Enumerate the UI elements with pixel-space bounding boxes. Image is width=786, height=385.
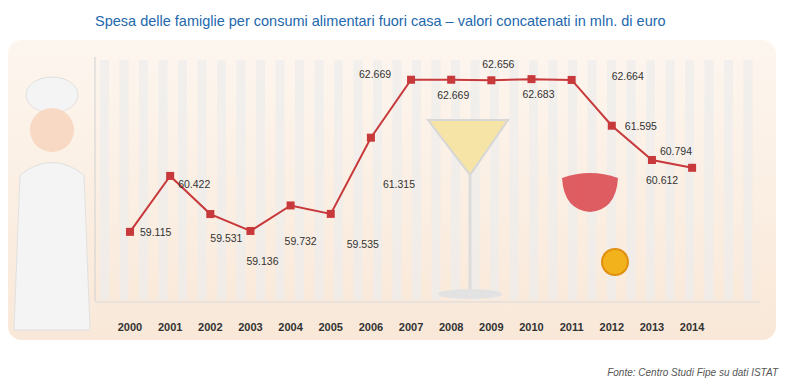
marker: [327, 210, 335, 218]
decor-coin: [602, 249, 628, 275]
line: [130, 79, 692, 232]
series: [126, 75, 696, 236]
x-tick-label: 2011: [560, 321, 584, 333]
decor-stripe: [295, 60, 304, 300]
decor-stripe: [490, 60, 499, 300]
source: Fonte: Centro Studi Fipe su dati ISTAT: [607, 367, 779, 378]
decor-stripe: [510, 60, 519, 300]
data-label: 59.535: [347, 238, 379, 250]
data-label: 59.115: [140, 226, 171, 238]
data-label: 61.315: [383, 178, 415, 190]
marker: [447, 76, 455, 84]
data-label: 60.422: [178, 178, 210, 190]
data-label: 59.136: [246, 255, 278, 267]
marker: [367, 134, 375, 142]
marker: [206, 210, 214, 218]
x-tick-label: 2005: [319, 321, 343, 333]
x-tick-label: 2013: [640, 321, 664, 333]
data-label: 62.669: [359, 68, 391, 80]
data-label: 62.683: [522, 88, 554, 100]
title: Spesa delle famiglie per consumi aliment…: [95, 13, 666, 29]
decor-glass-stem: [469, 175, 472, 292]
x-tick-label: 2006: [359, 321, 383, 333]
decor-stripe: [100, 60, 109, 300]
decor-stripe: [237, 60, 246, 300]
decor-glass: [428, 120, 508, 175]
x-tick-label: 2014: [680, 321, 705, 333]
data-label: 60.794: [660, 145, 692, 157]
decor-stripe: [217, 60, 226, 300]
decor-stripe: [315, 60, 324, 300]
decor-stripe: [373, 60, 382, 300]
panel: [8, 40, 776, 340]
decor-chef-face: [30, 108, 74, 152]
marker: [608, 122, 616, 130]
x-tick-label: 2001: [158, 321, 182, 333]
decor-glass-base: [438, 289, 502, 299]
decor-stripe: [724, 60, 733, 300]
data-label: 62.669: [437, 89, 469, 101]
marker: [648, 156, 656, 164]
x-tick-label: 2003: [238, 321, 262, 333]
baseline: [95, 302, 760, 303]
marker: [246, 227, 254, 235]
marker: [568, 76, 576, 84]
data-label: 62.664: [612, 70, 644, 82]
data-label: 61.595: [625, 120, 657, 132]
marker: [487, 76, 495, 84]
data-label: 60.612: [646, 174, 678, 186]
decor-stripe: [120, 60, 129, 300]
data-label: 59.531: [210, 232, 242, 244]
background: [0, 0, 786, 385]
decor-stripe: [354, 60, 363, 300]
y-axis-line: [95, 57, 96, 301]
marker: [688, 164, 696, 172]
x-tick-label: 2004: [278, 321, 303, 333]
decor-stripe: [471, 60, 480, 300]
x-tick-label: 2008: [439, 321, 463, 333]
decor-stripe: [685, 60, 694, 300]
decor-chef-body: [14, 163, 90, 331]
x-tick-label: 2009: [479, 321, 503, 333]
decor-stripe: [139, 60, 148, 300]
x-tick-label: 2002: [198, 321, 222, 333]
decor-stripe: [705, 60, 714, 300]
decor-stripe: [334, 60, 343, 300]
x-tick-label: 2007: [399, 321, 423, 333]
chart: Spesa delle famiglie per consumi aliment…: [0, 0, 786, 385]
x-tick-label: 2000: [118, 321, 142, 333]
data-label: 59.732: [285, 235, 317, 247]
marker: [166, 172, 174, 180]
decor-wine: [562, 173, 618, 212]
marker: [407, 76, 415, 84]
x-tick-label: 2012: [600, 321, 624, 333]
data-label: 62.656: [482, 58, 514, 70]
marker: [528, 75, 536, 83]
marker: [126, 228, 134, 236]
decor-chef-hat: [26, 77, 78, 113]
x-tick-label: 2010: [519, 321, 543, 333]
decor-stripe: [744, 60, 753, 300]
marker: [287, 201, 295, 209]
